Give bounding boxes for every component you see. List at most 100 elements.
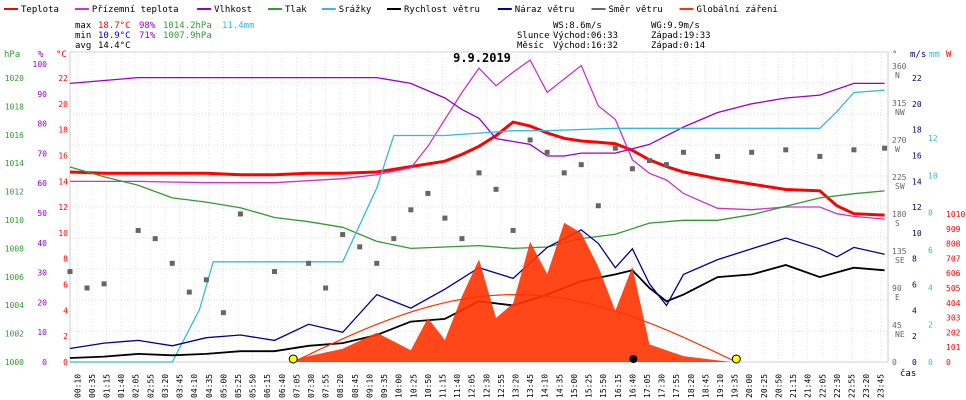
legend-entry: Rychlost větru bbox=[404, 5, 480, 15]
legend-entry: Směr větru bbox=[609, 5, 663, 15]
wind-direction-point bbox=[135, 227, 141, 233]
hpa-axis-tick: 1000 bbox=[5, 358, 24, 367]
wind-direction-point bbox=[169, 260, 175, 266]
time-tick: 13:20 bbox=[512, 374, 521, 398]
wind-direction-point bbox=[493, 186, 499, 192]
humidity-axis-tick: 60 bbox=[37, 179, 47, 188]
wind-direction-point bbox=[220, 310, 226, 316]
stats-ws: WS:8.6m/s bbox=[553, 21, 602, 31]
wind-direction-point bbox=[544, 149, 550, 155]
wind-direction-point bbox=[272, 269, 277, 275]
time-tick: 22:55 bbox=[847, 374, 856, 398]
wind-direction-point bbox=[595, 203, 601, 209]
stats-sun-rise: Východ:06:33 bbox=[553, 31, 618, 41]
theoretical-radiation-line bbox=[292, 293, 737, 363]
direction-axis-tick: 45 bbox=[892, 321, 902, 330]
stats-min-label: min bbox=[75, 31, 91, 41]
series-line bbox=[69, 120, 885, 217]
wind-direction-point bbox=[527, 137, 533, 143]
rain-axis-tick: 4 bbox=[928, 283, 933, 292]
stats-avg-label: avg bbox=[75, 41, 91, 51]
hpa-axis-tick: 1012 bbox=[5, 188, 24, 197]
sunset-marker bbox=[731, 354, 741, 364]
stats-block: max 18.7°C 98% 1014.2hPa 11.4mm min 10.9°C 71% 1… bbox=[75, 21, 711, 51]
time-tick: 02:05 bbox=[132, 374, 141, 398]
time-tick: 15:50 bbox=[599, 374, 608, 398]
time-tick: 11:40 bbox=[453, 374, 462, 398]
wind-direction-point bbox=[459, 236, 465, 242]
time-tick: 07:05 bbox=[292, 374, 301, 398]
hpa-unit: hPa bbox=[4, 50, 20, 60]
time-tick: 00:10 bbox=[73, 374, 82, 398]
wind-direction-point bbox=[783, 147, 789, 153]
wind-speed-unit: m/s bbox=[910, 50, 926, 60]
wind-direction-point bbox=[476, 170, 482, 176]
radiation-axis-tick: 909 bbox=[946, 225, 961, 234]
time-tick: 11:15 bbox=[438, 374, 447, 398]
wind-speed-axis-tick: 8 bbox=[912, 255, 917, 264]
time-tick: 14:10 bbox=[541, 374, 550, 398]
stats-moon-label: Měsíc bbox=[517, 41, 544, 51]
temperature-axis-tick: 10 bbox=[58, 229, 68, 238]
direction-axis-tick-dir: W bbox=[895, 145, 900, 154]
radiation-area bbox=[288, 222, 732, 362]
humidity-axis-tick: 50 bbox=[37, 209, 47, 218]
legend-entry: Náraz větru bbox=[515, 5, 575, 15]
temperature-axis-tick: 8 bbox=[63, 255, 68, 264]
chart-legend: Teplota Přízemní teplota Vlhkost Tlak Srážky… bbox=[4, 5, 778, 15]
temperature-axis-tick: 0 bbox=[63, 358, 68, 367]
sunrise-marker bbox=[288, 354, 298, 364]
wind-direction-point bbox=[306, 260, 312, 266]
wind-direction-point bbox=[578, 162, 584, 168]
radiation-axis-tick: 1010 bbox=[946, 210, 965, 219]
time-tick: 01:40 bbox=[117, 374, 126, 398]
humidity-axis-tick: 20 bbox=[37, 298, 47, 307]
hpa-axis-tick: 1014 bbox=[5, 159, 24, 168]
wind-direction-point bbox=[663, 162, 669, 168]
stats-min-press: 1007.9hPa bbox=[163, 31, 212, 41]
temperature-axis-tick: 6 bbox=[63, 281, 68, 290]
time-tick: 21:40 bbox=[804, 374, 813, 398]
stats-moon-set: Západ:0:14 bbox=[651, 41, 705, 51]
wind-direction-point bbox=[715, 153, 721, 159]
stats-sun-label: Slunce bbox=[517, 31, 550, 41]
humidity-axis-tick: 40 bbox=[37, 239, 47, 248]
rain-axis-tick: 0 bbox=[928, 358, 933, 367]
wind-direction-point bbox=[67, 269, 73, 275]
wind-direction-point bbox=[340, 232, 346, 238]
time-tick: 07:30 bbox=[307, 374, 316, 398]
stats-moon-rise: Východ:16:32 bbox=[553, 41, 618, 51]
wind-direction-point bbox=[646, 158, 652, 164]
moonrise-marker bbox=[629, 355, 638, 363]
humidity-axis-tick: 100 bbox=[33, 60, 48, 69]
legend-entry: Globální záření bbox=[697, 5, 778, 15]
wind-direction-point bbox=[391, 236, 397, 242]
wind-direction-point bbox=[101, 281, 107, 287]
stats-sun-set: Západ:19:33 bbox=[651, 31, 711, 41]
wind-direction-point bbox=[152, 236, 158, 242]
time-tick: 10:50 bbox=[424, 374, 433, 398]
direction-axis-tick: 270 bbox=[892, 136, 907, 145]
hpa-axis-tick: 1006 bbox=[5, 273, 24, 282]
temperature-axis-tick: 20 bbox=[58, 100, 68, 109]
temperature-axis-tick: 14 bbox=[58, 177, 68, 186]
time-tick: 10:25 bbox=[409, 374, 418, 398]
humidity-axis-tick: 70 bbox=[37, 149, 47, 158]
time-tick: 20:25 bbox=[760, 374, 769, 398]
time-tick: 05:25 bbox=[234, 374, 243, 398]
time-tick: 18:20 bbox=[687, 374, 696, 398]
stats-max-press: 1014.2hPa bbox=[163, 21, 212, 31]
wind-speed-axis-tick: 14 bbox=[912, 177, 922, 186]
temperature-axis-tick: 12 bbox=[58, 203, 68, 212]
hpa-axis-tick: 1004 bbox=[5, 301, 24, 310]
wind-direction-point bbox=[203, 277, 209, 283]
hpa-axis-tick: 1008 bbox=[5, 244, 24, 253]
direction-axis-tick-dir: S bbox=[895, 219, 900, 228]
humidity-axis-tick: 0 bbox=[42, 358, 47, 367]
rain-axis-tick: 6 bbox=[928, 246, 933, 255]
plot-axes: 1020101810161014101210101008100610041002… bbox=[4, 50, 965, 398]
direction-unit: ° bbox=[892, 50, 897, 60]
direction-axis-tick: 180 bbox=[892, 210, 907, 219]
time-tick: 21:15 bbox=[789, 374, 798, 398]
